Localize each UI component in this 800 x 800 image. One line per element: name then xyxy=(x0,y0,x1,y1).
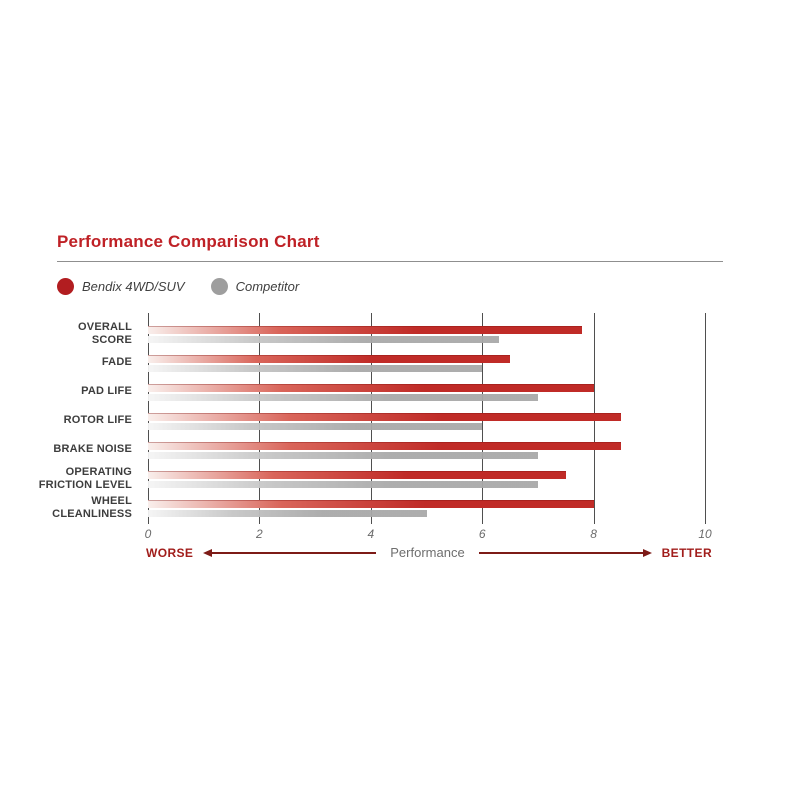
x-tick-label: 10 xyxy=(698,527,712,541)
x-tick-label: 4 xyxy=(367,527,375,541)
category-label: OVERALL SCORE xyxy=(78,320,132,346)
legend-label-competitor: Competitor xyxy=(235,279,300,294)
category-label: ROTOR LIFE xyxy=(63,414,132,426)
legend-item-bendix: Bendix 4WD/SUV xyxy=(57,278,185,295)
x-tick-label: 0 xyxy=(144,527,152,541)
better-label: BETTER xyxy=(661,545,713,560)
bar-competitor xyxy=(148,336,499,343)
legend-item-competitor: Competitor xyxy=(210,278,300,295)
category-label: BRAKE NOISE xyxy=(53,443,132,455)
bar-competitor xyxy=(148,365,483,372)
x-tick-label: 2 xyxy=(256,527,263,541)
bar-bendix xyxy=(148,442,622,450)
bar-competitor xyxy=(148,510,427,517)
chart-title: Performance Comparison Chart xyxy=(57,232,320,251)
chart-legend: Bendix 4WD/SUV Competitor xyxy=(57,278,299,295)
legend-label-bendix: Bendix 4WD/SUV xyxy=(82,279,185,294)
title-divider xyxy=(57,261,723,262)
plot-area xyxy=(148,313,706,524)
category-label: PAD LIFE xyxy=(81,385,132,397)
bar-bendix xyxy=(148,384,594,392)
bar-bendix xyxy=(148,500,594,508)
bar-bendix xyxy=(148,326,583,334)
bar-bendix xyxy=(148,413,622,421)
x-axis-ticks: 0 2 4 6 8 10 xyxy=(145,527,712,541)
bar-competitor xyxy=(148,423,483,430)
axis-footer: WORSE Performance BETTER xyxy=(146,545,712,560)
worse-label: WORSE xyxy=(146,545,194,560)
category-label: OPERATING FRICTION LEVEL xyxy=(38,465,132,491)
bar-competitor xyxy=(148,481,538,488)
category-label: FADE xyxy=(101,356,132,368)
bar-bendix xyxy=(148,355,511,363)
arrow-right-icon xyxy=(478,548,652,557)
category-axis: OVERALL SCORE FADE PAD LIFE ROTOR LIFE BRAKE… xyxy=(38,313,140,524)
bar-competitor xyxy=(148,452,538,459)
bar-competitor xyxy=(148,394,538,401)
x-tick-label: 6 xyxy=(478,527,486,541)
performance-axis-label: Performance xyxy=(390,545,465,560)
x-tick-label: 8 xyxy=(590,527,597,541)
legend-swatch-red-icon xyxy=(57,278,74,295)
category-label: WHEEL CLEANLINESS xyxy=(52,494,132,520)
arrow-left-icon xyxy=(203,548,377,557)
bar-bendix xyxy=(148,471,566,479)
chart-gridline xyxy=(705,313,706,524)
legend-swatch-gray-icon xyxy=(210,278,228,295)
